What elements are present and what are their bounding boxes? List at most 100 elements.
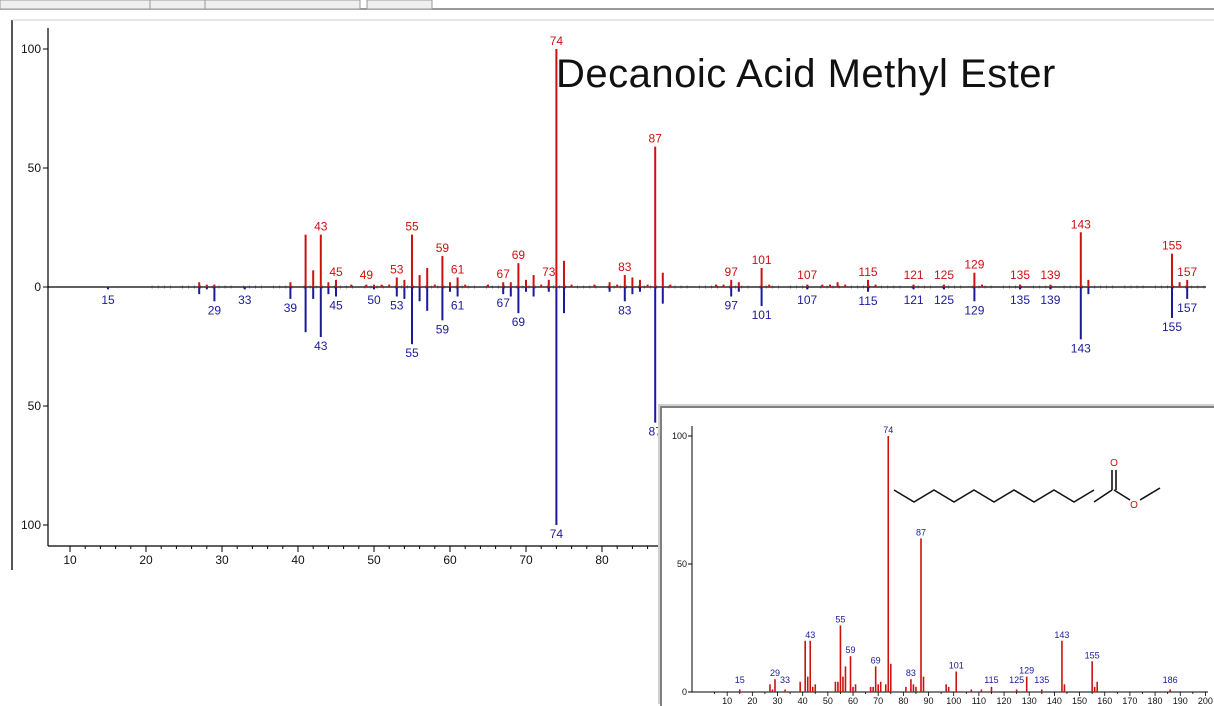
- toolbar-segment: [204, 0, 361, 10]
- inset-x-tick-label: 40: [798, 696, 808, 706]
- inset-x-tick-label: 90: [924, 696, 934, 706]
- ester-bond: [1093, 489, 1113, 503]
- top-peak-label: 125: [934, 268, 954, 282]
- top-peak-label: 129: [964, 258, 984, 272]
- inset-peak-label: 74: [883, 425, 893, 435]
- inset-peak-label: 55: [835, 614, 845, 624]
- bottom-peak-label: 97: [725, 299, 739, 313]
- inset-x-tick-label: 180: [1148, 696, 1163, 706]
- inset-peak-label: 87: [916, 527, 926, 537]
- bottom-peak-label: 39: [284, 301, 298, 315]
- x-tick-label: 30: [215, 553, 229, 567]
- inset-x-tick-label: 190: [1173, 696, 1188, 706]
- toolbar-segment: [366, 0, 433, 10]
- x-tick-label: 10: [63, 553, 77, 567]
- bottom-peak-label: 83: [618, 303, 632, 317]
- bottom-peak-label: 74: [550, 527, 564, 541]
- bottom-peak-label: 107: [797, 293, 817, 307]
- window-frame: [0, 0, 1214, 570]
- bottom-peak-label: 15: [101, 293, 115, 307]
- inset-peak-label: 129: [1019, 666, 1034, 676]
- main-axes: 10050050100102030405060708090: [21, 28, 1206, 567]
- bottom-peak-label: 101: [752, 308, 772, 322]
- y-tick-label: 100: [21, 42, 41, 56]
- bottom-peak-label: 129: [964, 303, 984, 317]
- top-peak-label: 115: [858, 265, 877, 279]
- inset-peak-label: 33: [780, 675, 790, 685]
- top-peak-label: 143: [1071, 217, 1091, 231]
- inset-peak-label: 115: [984, 675, 998, 685]
- inset-x-tick-label: 10: [722, 696, 732, 706]
- bottom-peak-label: 61: [451, 299, 465, 313]
- bottom-peak-label: 67: [497, 296, 511, 310]
- inset-x-tick-label: 100: [946, 696, 961, 706]
- inset-peak-label: 43: [805, 630, 815, 640]
- inset-x-tick-label: 160: [1097, 696, 1112, 706]
- x-tick-label: 80: [595, 553, 609, 567]
- inset-x-tick-label: 30: [773, 696, 783, 706]
- inset-x-tick-label: 140: [1047, 696, 1062, 706]
- top-peak-label: 121: [904, 268, 924, 282]
- y-tick-label: 100: [21, 518, 41, 532]
- top-peak-label: 135: [1010, 268, 1030, 282]
- top-peak-label: 59: [436, 241, 450, 255]
- x-tick-label: 20: [139, 553, 153, 567]
- alkyl-chain: [893, 489, 1095, 503]
- inset-peak-label: 83: [906, 668, 916, 678]
- bottom-peak-label: 29: [208, 303, 222, 317]
- inset-y-tick-label: 0: [682, 687, 687, 697]
- bottom-peak-label: 143: [1071, 341, 1091, 355]
- top-peak-label: 157: [1177, 265, 1197, 279]
- inset-peak-label: 125: [1009, 675, 1024, 685]
- top-peak-label: 87: [649, 132, 663, 146]
- bottom-peak-label: 139: [1040, 293, 1060, 307]
- bottom-peak-label: 135: [1010, 293, 1030, 307]
- toolbar-segment: [0, 0, 151, 10]
- y-tick-label: 50: [28, 399, 42, 413]
- top-peak-label: 43: [314, 220, 328, 234]
- top-peak-label: 61: [451, 262, 465, 276]
- inset-x-tick-label: 20: [747, 696, 757, 706]
- chart-title: Decanoic Acid Methyl Ester: [556, 52, 1056, 96]
- x-tick-label: 50: [367, 553, 381, 567]
- inset-x-tick-label: 120: [997, 696, 1012, 706]
- bottom-peak-label: 155: [1162, 320, 1182, 334]
- inset-peak-label: 135: [1034, 675, 1049, 685]
- x-tick-label: 70: [519, 553, 533, 567]
- y-tick-label: 50: [28, 161, 42, 175]
- top-peak-label: 69: [512, 248, 526, 262]
- bottom-peak-label: 87: [649, 425, 663, 439]
- top-peak-label: 155: [1162, 239, 1182, 253]
- ester-oxygen-bond: [1113, 489, 1131, 501]
- inset-peak-label: 186: [1163, 675, 1178, 685]
- bottom-peak-label: 55: [405, 346, 419, 360]
- inset-peak-label: 101: [949, 661, 964, 671]
- bottom-peak-label: 33: [238, 293, 252, 307]
- top-peak-label: 67: [497, 267, 511, 281]
- bottom-peak-label: 59: [436, 322, 450, 336]
- inset-bars: [738, 436, 1171, 692]
- top-peak-label: 73: [542, 265, 556, 279]
- inset-x-tick-label: 170: [1122, 696, 1137, 706]
- inset-y-tick-label: 50: [677, 559, 687, 569]
- inset-peak-label: 29: [770, 668, 780, 678]
- inset-x-tick-label: 70: [873, 696, 883, 706]
- bottom-peak-label: 69: [512, 315, 526, 329]
- top-peak-label: 49: [360, 268, 374, 282]
- main-bars: [107, 49, 1189, 525]
- inset-peak-label: 15: [735, 675, 745, 685]
- inset-axes: 100 50 0 10 20 30 40 50 60 70 80 90 100 110 120 130 140 1…: [672, 426, 1213, 706]
- inset-peak-label: 143: [1054, 630, 1069, 640]
- top-peak-label: 55: [405, 220, 419, 234]
- toolbar-segment: [149, 0, 206, 10]
- oxygen-atom-icon: O: [1130, 500, 1138, 511]
- top-peak-label: 83: [618, 260, 632, 274]
- inset-x-tick-label: 150: [1072, 696, 1087, 706]
- y-tick-label: 0: [34, 280, 41, 294]
- molecule-structure-icon: OO: [893, 458, 1161, 511]
- x-tick-label: 40: [291, 553, 305, 567]
- top-peak-label: 97: [725, 265, 739, 279]
- top-peak-label: 53: [390, 262, 404, 276]
- inset-spectrum-panel: 100 50 0 10 20 30 40 50 60 70 80 90 100 110 120 130 140 1…: [660, 406, 1214, 706]
